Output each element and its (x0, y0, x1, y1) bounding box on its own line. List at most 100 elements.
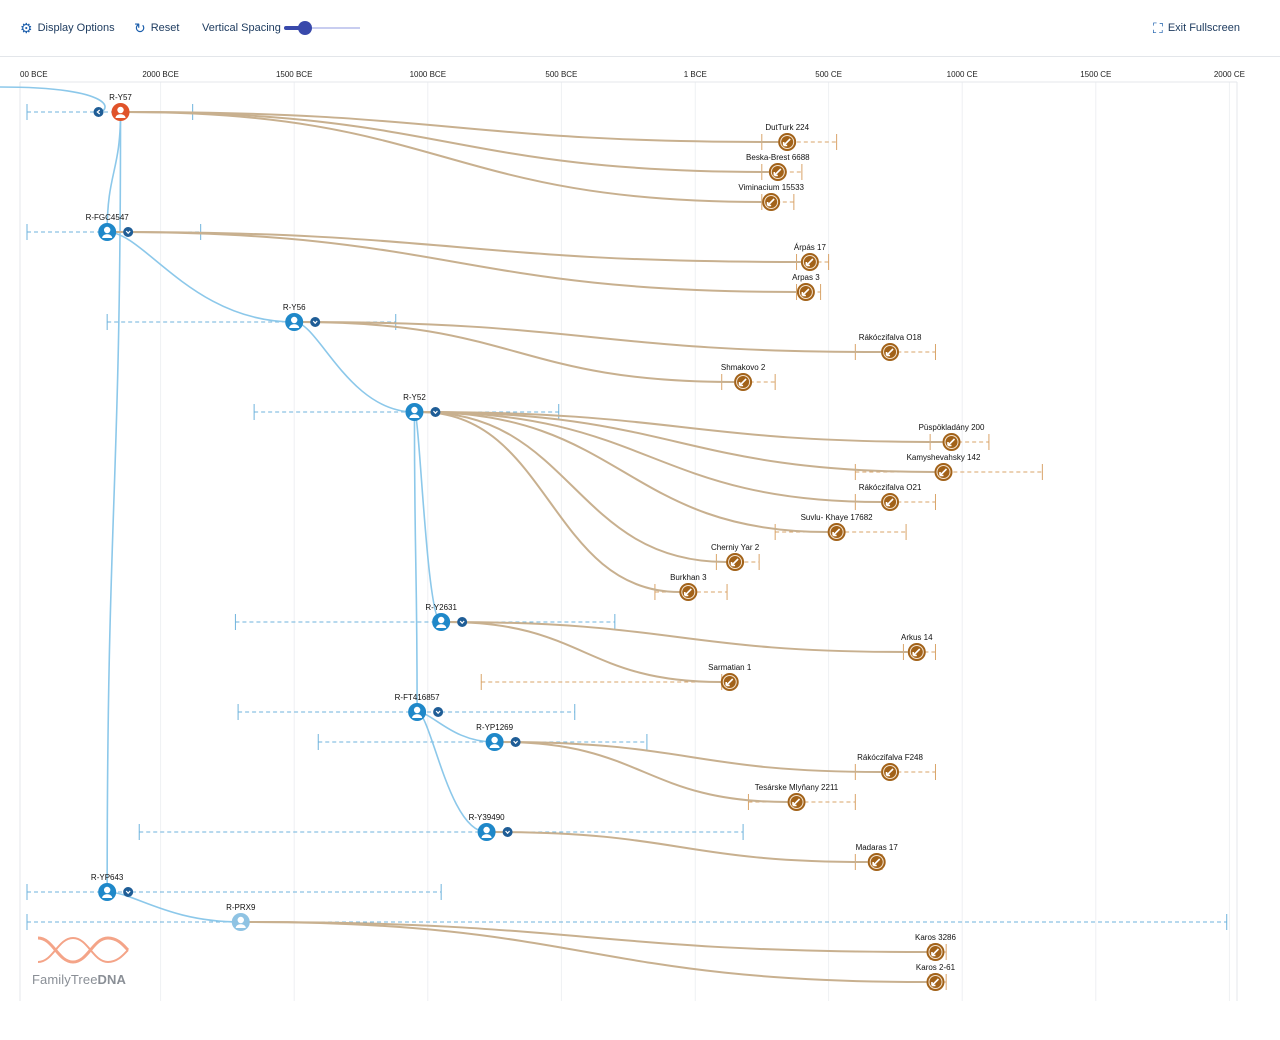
ancient-sample-node[interactable]: Püspökladány 200 (919, 423, 985, 451)
sample-label: Suvlu- Khaye 17682 (801, 513, 874, 522)
ancient-sample-node[interactable]: Rákóczifalva F248 (857, 753, 924, 781)
slider-fill (284, 26, 305, 30)
sample-ring (928, 975, 943, 989)
ancient-sample-node[interactable]: Cherniy Yar 2 (711, 543, 760, 571)
ancient-sample-node[interactable]: Madaras 17 (856, 843, 899, 871)
haplogroup-label: R-YP643 (91, 873, 124, 882)
haplogroup-link (294, 321, 415, 413)
toggle-circle (510, 737, 521, 747)
logo-text-familytree: FamilyTree (32, 972, 98, 987)
sample-ring (909, 645, 924, 659)
sample-ring (944, 435, 959, 449)
sample-label: Karos 3286 (915, 933, 956, 942)
person-icon-body (235, 924, 246, 928)
reset-label: Reset (150, 22, 180, 34)
exit-fullscreen-button[interactable]: ⛶ Exit Fullscreen (1153, 20, 1240, 36)
vertical-spacing-slider[interactable] (284, 21, 360, 35)
collapse-toggle-icon[interactable] (93, 107, 104, 117)
haplogroup-link (107, 231, 295, 323)
sample-link (447, 621, 721, 683)
person-icon-head (483, 826, 490, 834)
haplogroup-label: R-YP1269 (476, 723, 513, 732)
age-ranges (26, 104, 1228, 990)
sample-ring (728, 555, 743, 569)
ancient-sample-node[interactable]: Tesárske Mlyňany 2211 (755, 783, 839, 811)
expand-toggle-icon[interactable] (510, 737, 521, 747)
expand-toggle-icon[interactable] (123, 887, 134, 897)
ancient-sample-node[interactable]: Kamyshevahsky 142 (907, 453, 981, 481)
haplogroup-age-range (234, 614, 616, 630)
haplogroup-node[interactable]: R-FGC4547 (86, 213, 134, 241)
ancient-sample-node[interactable]: Shmakovo 2 (721, 363, 766, 391)
person-icon-body (409, 414, 420, 418)
haplogroup-age-range (26, 884, 442, 900)
expand-toggle-icon[interactable] (433, 707, 444, 717)
toggle-circle (433, 707, 444, 717)
ancient-sample-node[interactable]: DutTurk 224 (765, 123, 810, 151)
sample-ring (869, 855, 884, 869)
ancient-sample-node[interactable]: Burkhan 3 (670, 573, 707, 601)
toggle-circle (93, 107, 104, 117)
haplogroup-node[interactable]: R-FT416857 (395, 693, 444, 721)
ancient-sample-node[interactable]: Rákóczifalva O21 (859, 483, 922, 511)
ancient-sample-node[interactable]: Árpás 17 (794, 243, 827, 271)
haplogroup-node[interactable]: R-Y52 (403, 393, 441, 421)
ancient-sample-node[interactable]: Karos 2-61 (916, 963, 956, 991)
chevron-icon (125, 890, 131, 895)
trowel-icon (872, 858, 881, 867)
haplogroup-node[interactable]: R-PRX9 (226, 903, 256, 931)
slider-track (284, 27, 360, 29)
haplogroup-node[interactable]: R-YP1269 (476, 723, 521, 751)
chevron-icon (125, 230, 131, 235)
ancient-sample-node[interactable]: Sarmatian 1 (708, 663, 752, 691)
haplogroup-node[interactable]: R-Y2631 (425, 603, 468, 631)
expand-toggle-icon[interactable] (457, 617, 468, 627)
sample-label: Sarmatian 1 (708, 663, 752, 672)
expand-toggle-icon[interactable] (310, 317, 321, 327)
ancient-sample-node[interactable]: Arkus 14 (901, 633, 933, 661)
trowel-icon (782, 138, 791, 147)
sample-link (126, 111, 763, 203)
expand-toggle-icon[interactable] (430, 407, 441, 417)
haplogroup-label: R-PRX9 (226, 903, 256, 912)
sample-link (500, 741, 882, 773)
ancient-sample-node[interactable]: Arpas 3 (792, 273, 820, 301)
display-options-button[interactable]: ⚙ Display Options (20, 20, 115, 36)
ancient-sample-node[interactable]: Viminacium 15533 (738, 183, 805, 211)
expand-toggle-icon[interactable] (502, 827, 513, 837)
haplogroup-label: R-Y52 (403, 393, 426, 402)
haplogroup-node[interactable]: R-YP643 (91, 873, 134, 901)
sample-link (246, 921, 927, 983)
person-icon-body (102, 234, 113, 238)
slider-thumb[interactable] (297, 21, 312, 35)
expand-toggle-icon[interactable] (123, 227, 134, 237)
sample-label: Rákóczifalva O18 (859, 333, 922, 342)
haplogroup-node[interactable]: R-Y39490 (469, 813, 513, 841)
sample-label: Rákóczifalva F248 (857, 753, 923, 762)
person-icon-head (117, 106, 124, 114)
haplogroup-age-range (253, 404, 560, 420)
person-icon-head (103, 886, 111, 894)
reset-button[interactable]: ↻ Reset (134, 20, 179, 36)
dna-helix-logo (37, 936, 130, 964)
axis-tick-label: 1500 CE (1080, 70, 1111, 79)
person-icon-body (115, 114, 126, 118)
ancient-sample-node[interactable]: Rákóczifalva O18 (859, 333, 922, 361)
trowel-icon (832, 528, 841, 537)
haplogroup-node[interactable]: R-Y57 (93, 93, 133, 121)
ancient-sample-node[interactable]: Beska-Brest 6688 (746, 153, 810, 181)
toggle-circle (502, 827, 513, 837)
sample-ring (936, 465, 951, 479)
sample-label: DutTurk 224 (765, 123, 809, 132)
sample-label: Viminacium 15533 (738, 183, 804, 192)
haplogroup-node[interactable]: R-Y56 (283, 303, 321, 331)
sample-link (420, 411, 680, 593)
sample-link (246, 921, 927, 953)
ancient-sample-node[interactable]: Karos 3286 (915, 933, 956, 961)
ancient-sample-node[interactable]: Suvlu- Khaye 17682 (801, 513, 874, 541)
sample-ring (722, 675, 737, 689)
sample-label: Madaras 17 (856, 843, 899, 852)
sample-label: Arkus 14 (901, 633, 933, 642)
toggle-circle (457, 617, 468, 627)
haplogroup-link (106, 111, 122, 893)
